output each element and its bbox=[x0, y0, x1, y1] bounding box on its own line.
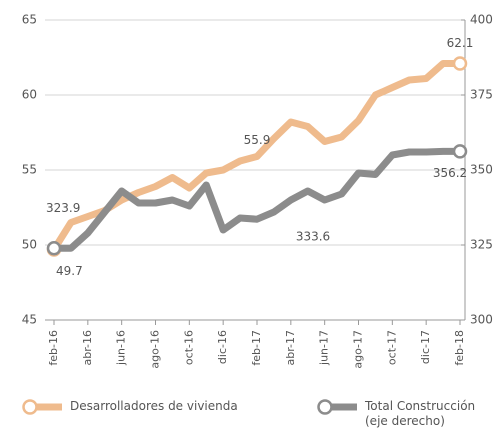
x-tick-label: abr-16 bbox=[81, 330, 94, 366]
data-label: 55.9 bbox=[244, 133, 271, 147]
legend-label: Total Construcción (eje derecho) bbox=[365, 399, 476, 428]
y2-tick-label: 375 bbox=[470, 88, 493, 102]
data-label: 62.1 bbox=[447, 36, 474, 50]
y2-tick-label: 300 bbox=[470, 313, 493, 327]
x-tick-label: ago-16 bbox=[149, 330, 162, 369]
y-tick-label: 45 bbox=[22, 313, 37, 327]
chart: 45 50 55 60 65 300 325 350 375 400 feb-16 abr-16 jun… bbox=[22, 13, 493, 369]
y-tick-label: 60 bbox=[22, 88, 37, 102]
x-tick-label: jun-16 bbox=[115, 330, 128, 366]
x-tick-label: oct-17 bbox=[385, 330, 398, 365]
y-tick-label: 55 bbox=[22, 163, 37, 177]
y-tick-label: 65 bbox=[22, 13, 37, 27]
legend-icon bbox=[317, 399, 357, 415]
x-tick-label: feb-17 bbox=[250, 330, 263, 366]
end-marker bbox=[452, 56, 468, 71]
data-label: 323.9 bbox=[46, 201, 80, 215]
legend-marker bbox=[22, 399, 38, 415]
y2-tick-label: 350 bbox=[470, 163, 493, 177]
x-tick-label: dic-16 bbox=[216, 330, 229, 364]
x-tick-label: ago-17 bbox=[352, 330, 365, 369]
x-tick-label: jun-17 bbox=[318, 330, 331, 366]
x-tick-label: feb-18 bbox=[453, 330, 466, 366]
y2-tick-label: 400 bbox=[470, 13, 493, 27]
data-label: 333.6 bbox=[296, 230, 330, 244]
x-tick-label: feb-16 bbox=[47, 330, 60, 366]
legend-item: Desarrolladores de vivienda bbox=[20, 398, 238, 416]
series-line bbox=[54, 147, 460, 252]
y-tick-label: 50 bbox=[22, 238, 37, 252]
legend-label: Desarrolladores de vivienda bbox=[70, 399, 238, 413]
y2-tick-label: 325 bbox=[470, 238, 493, 252]
end-marker bbox=[46, 241, 62, 256]
x-tick-label: abr-17 bbox=[284, 330, 297, 366]
legend-marker bbox=[317, 399, 333, 415]
legend-item: Total Construcción (eje derecho) bbox=[315, 398, 485, 429]
data-label: 356.2 bbox=[433, 166, 467, 180]
x-tick-label: dic-17 bbox=[419, 330, 432, 364]
series-line bbox=[51, 60, 460, 252]
legend-icon bbox=[22, 399, 62, 415]
x-tick-label: oct-16 bbox=[182, 330, 195, 365]
data-label: 49.7 bbox=[56, 264, 83, 278]
legend: Desarrolladores de vivienda Total Constru… bbox=[0, 392, 504, 429]
end-marker bbox=[452, 144, 468, 159]
